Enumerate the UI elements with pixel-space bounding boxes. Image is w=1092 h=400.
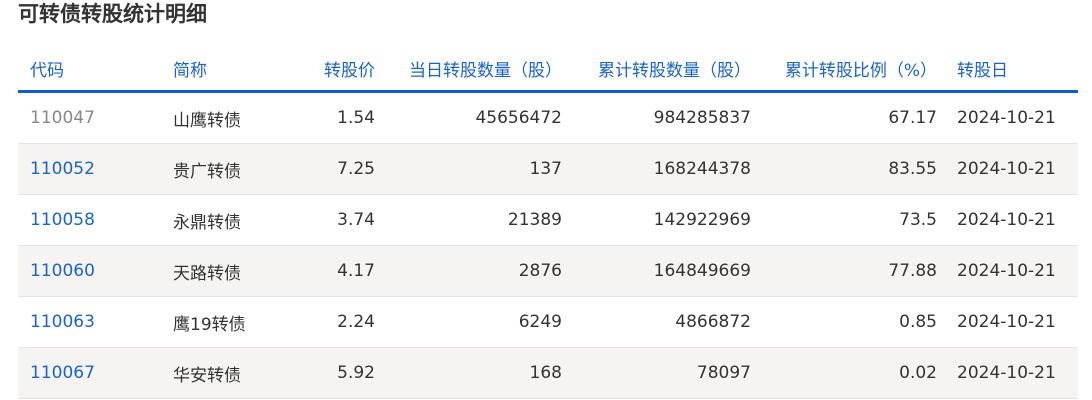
conversion-ratio: 73.5	[751, 194, 937, 246]
conversion-ratio: 67.17	[751, 91, 937, 144]
conversion-price: 7.25	[293, 143, 375, 195]
conversion-ratio: 77.88	[751, 245, 937, 297]
bond-code-link[interactable]: 110058	[30, 210, 95, 230]
total-conversion: 78097	[562, 347, 751, 399]
bond-name: 华安转债	[173, 347, 293, 399]
conversion-date: 2024-10-21	[937, 143, 1078, 195]
daily-conversion: 21389	[375, 194, 562, 246]
conversion-price: 1.54	[293, 91, 375, 144]
total-conversion: 168244378	[562, 143, 751, 195]
convertible-bond-table: 代码 简称 转股价 当日转股数量（股） 累计转股数量（股） 累计转股比例（%） …	[18, 46, 1078, 399]
col-date[interactable]: 转股日	[937, 46, 1078, 93]
col-ratio[interactable]: 累计转股比例（%）	[751, 46, 937, 93]
col-name[interactable]: 简称	[173, 46, 293, 93]
col-price[interactable]: 转股价	[293, 46, 375, 93]
bond-code-link[interactable]: 110067	[30, 363, 95, 383]
table-row: 110052 贵广转债 7.25 137 168244378 83.55 202…	[18, 143, 1078, 195]
conversion-date: 2024-10-21	[937, 296, 1078, 348]
daily-conversion: 45656472	[375, 91, 562, 144]
conversion-ratio: 0.02	[751, 347, 937, 399]
bond-code-link[interactable]: 110063	[30, 312, 95, 332]
table-row: 110047 山鹰转债 1.54 45656472 984285837 67.1…	[18, 91, 1078, 144]
table-row: 110067 华安转债 5.92 168 78097 0.02 2024-10-…	[18, 347, 1078, 399]
total-conversion: 164849669	[562, 245, 751, 297]
col-total[interactable]: 累计转股数量（股）	[562, 46, 751, 93]
table-row: 110058 永鼎转债 3.74 21389 142922969 73.5 20…	[18, 194, 1078, 246]
conversion-date: 2024-10-21	[937, 245, 1078, 297]
page-title: 可转债转股统计明细	[18, 2, 207, 26]
bond-name: 鹰19转债	[173, 296, 293, 348]
bond-code-link[interactable]: 110060	[30, 261, 95, 281]
table-row: 110063 鹰19转债 2.24 6249 4866872 0.85 2024…	[18, 296, 1078, 348]
conversion-price: 2.24	[293, 296, 375, 348]
conversion-ratio: 0.85	[751, 296, 937, 348]
conversion-date: 2024-10-21	[937, 194, 1078, 246]
conversion-price: 4.17	[293, 245, 375, 297]
bond-name: 天路转债	[173, 245, 293, 297]
bond-name: 贵广转债	[173, 143, 293, 195]
daily-conversion: 6249	[375, 296, 562, 348]
conversion-date: 2024-10-21	[937, 347, 1078, 399]
daily-conversion: 137	[375, 143, 562, 195]
daily-conversion: 2876	[375, 245, 562, 297]
total-conversion: 4866872	[562, 296, 751, 348]
bond-code-link[interactable]: 110052	[30, 159, 95, 179]
table-row: 110060 天路转债 4.17 2876 164849669 77.88 20…	[18, 245, 1078, 297]
daily-conversion: 168	[375, 347, 562, 399]
bond-code-link[interactable]: 110047	[30, 108, 95, 128]
conversion-price: 3.74	[293, 194, 375, 246]
conversion-ratio: 83.55	[751, 143, 937, 195]
conversion-date: 2024-10-21	[937, 91, 1078, 144]
total-conversion: 142922969	[562, 194, 751, 246]
total-conversion: 984285837	[562, 91, 751, 144]
col-code[interactable]: 代码	[18, 46, 173, 93]
bond-name: 山鹰转债	[173, 91, 293, 144]
col-daily[interactable]: 当日转股数量（股）	[375, 46, 562, 93]
table-header: 代码 简称 转股价 当日转股数量（股） 累计转股数量（股） 累计转股比例（%） …	[18, 46, 1078, 93]
bond-name: 永鼎转债	[173, 194, 293, 246]
conversion-price: 5.92	[293, 347, 375, 399]
